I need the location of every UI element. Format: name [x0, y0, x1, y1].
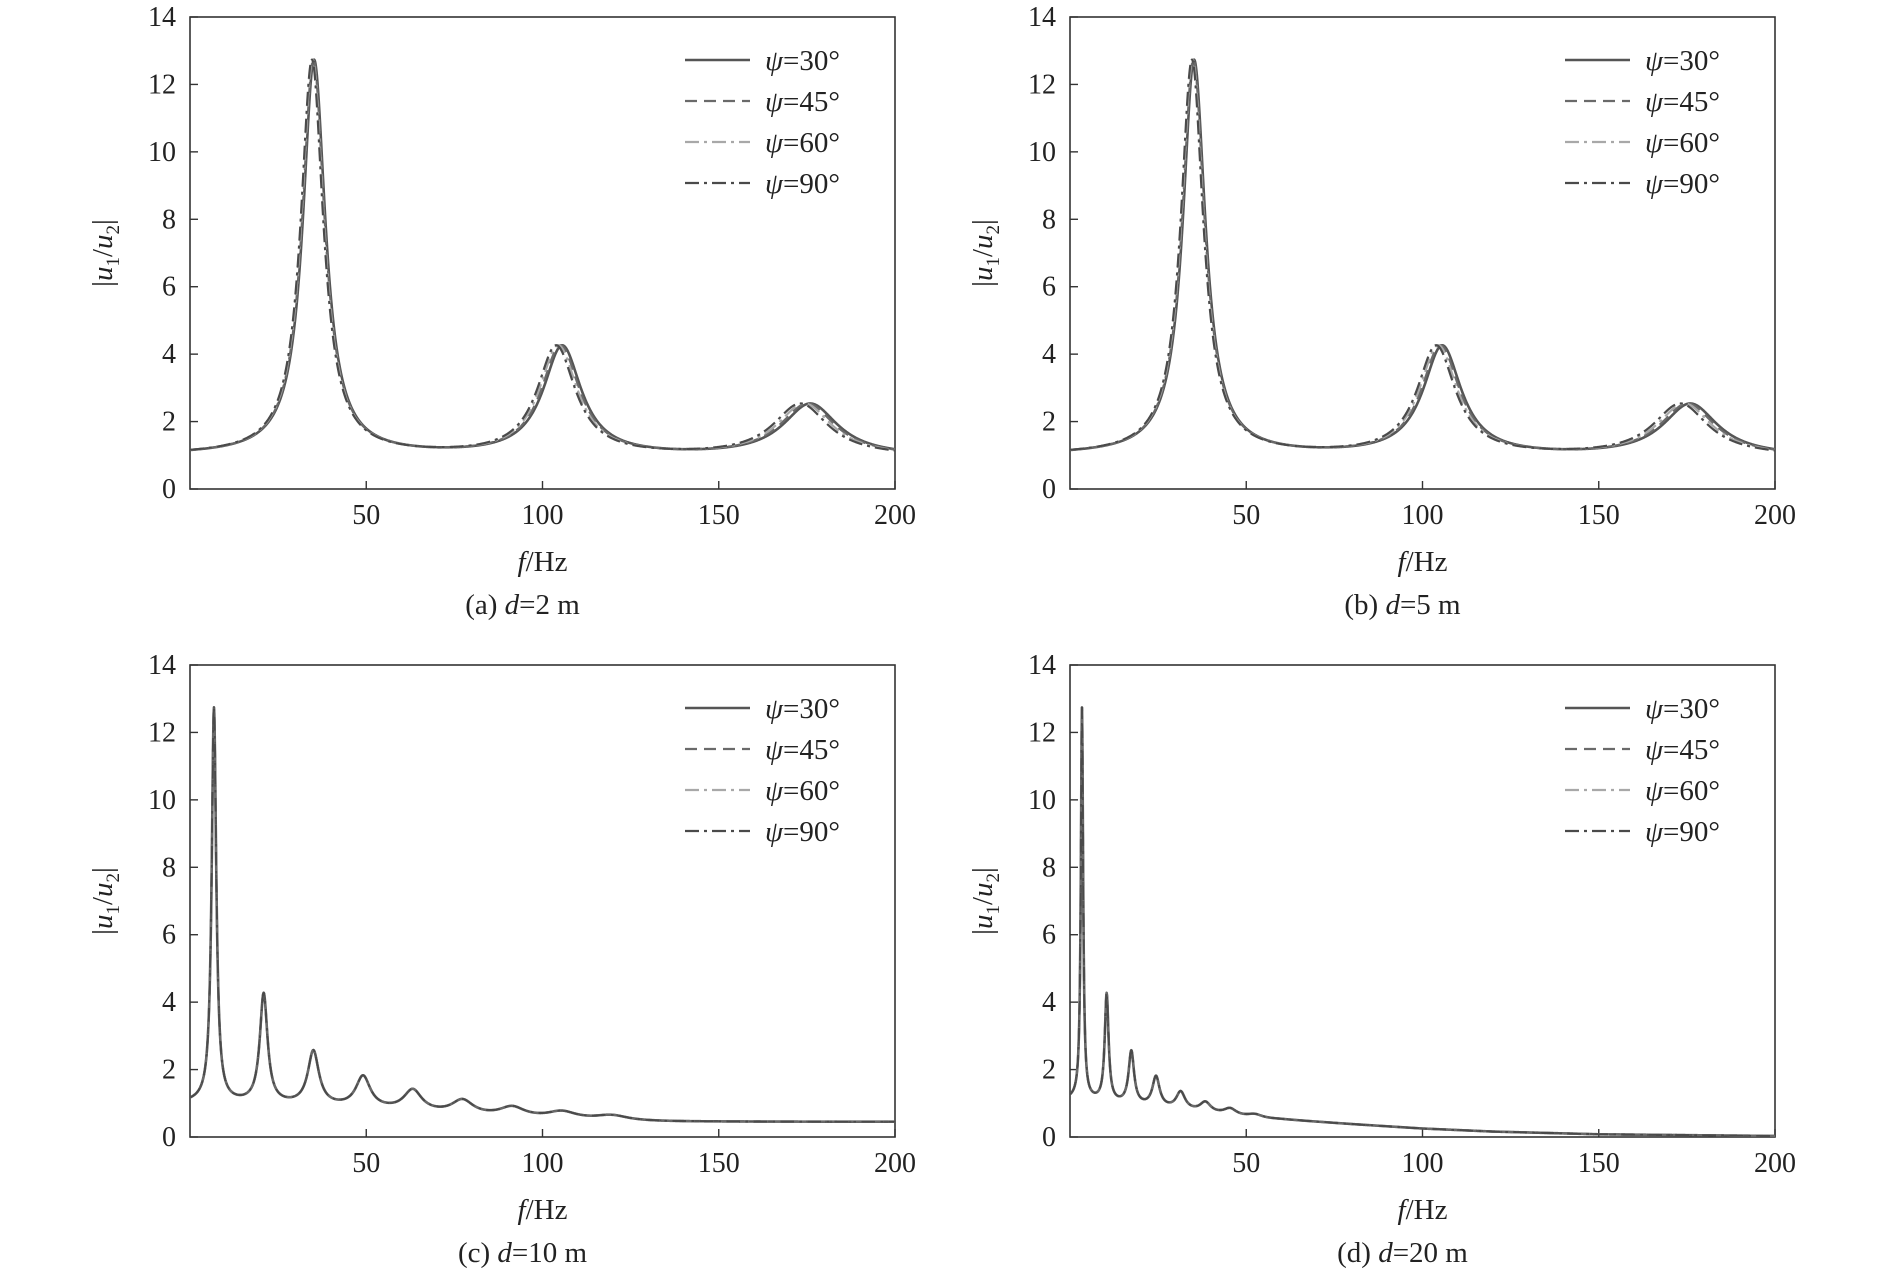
series-line-4	[190, 58, 895, 452]
y-tick-label: 10	[1028, 137, 1056, 168]
y-tick-label: 12	[148, 717, 176, 748]
x-tick-label: 150	[698, 500, 740, 531]
series-line-2	[1070, 706, 1775, 1137]
x-tick-label: 50	[352, 500, 380, 531]
x-axis-label: f/Hz	[1398, 546, 1448, 578]
legend-label-1: ψ=30°	[1645, 693, 1720, 725]
x-tick-label: 100	[522, 500, 564, 531]
legend-label-2: ψ=45°	[1645, 734, 1720, 766]
x-tick-label: 100	[1402, 1148, 1444, 1179]
y-tick-label: 8	[162, 852, 176, 883]
x-tick-label: 200	[1754, 500, 1796, 531]
y-tick-label: 4	[1042, 339, 1056, 370]
y-tick-label: 14	[148, 650, 176, 681]
x-tick-label: 50	[352, 1148, 380, 1179]
y-axis-label: |u1/u2|	[87, 219, 124, 287]
legend-label-4: ψ=90°	[765, 168, 840, 200]
legend-label-2: ψ=45°	[765, 734, 840, 766]
legend-label-2: ψ=45°	[1645, 86, 1720, 118]
legend-label-3: ψ=60°	[1645, 127, 1720, 159]
series-line-4	[1070, 706, 1775, 1137]
y-tick-label: 12	[1028, 717, 1056, 748]
y-tick-label: 2	[162, 1055, 176, 1086]
y-tick-label: 2	[1042, 407, 1056, 438]
x-axis-label: f/Hz	[1398, 1194, 1448, 1226]
y-tick-label: 14	[148, 2, 176, 33]
y-tick-label: 10	[1028, 785, 1056, 816]
x-tick-label: 100	[1402, 500, 1444, 531]
panel-caption: (d) d=20 m	[1337, 1237, 1468, 1269]
panel-caption: (c) d=10 m	[458, 1237, 588, 1269]
legend-label-4: ψ=90°	[1645, 168, 1720, 200]
series-line-3	[1070, 706, 1775, 1137]
y-tick-label: 0	[1042, 474, 1056, 505]
x-tick-label: 150	[698, 1148, 740, 1179]
chart-panel-3: 0 2 4 6 8 10 12 14 50 100 150 200 f/Hz (c) d=10 m |u1/…	[87, 650, 916, 1269]
legend-label-3: ψ=60°	[765, 127, 840, 159]
y-tick-label: 8	[162, 204, 176, 235]
x-tick-label: 200	[874, 1148, 916, 1179]
y-tick-label: 4	[162, 339, 176, 370]
x-tick-label: 100	[522, 1148, 564, 1179]
x-axis-label: f/Hz	[518, 546, 568, 578]
y-tick-label: 8	[1042, 204, 1056, 235]
y-tick-label: 2	[162, 407, 176, 438]
series-line-1	[1070, 706, 1775, 1137]
panel-caption: (b) d=5 m	[1344, 589, 1461, 621]
y-tick-label: 14	[1028, 2, 1056, 33]
y-tick-label: 12	[148, 69, 176, 100]
y-tick-label: 14	[1028, 650, 1056, 681]
legend-label-1: ψ=30°	[1645, 45, 1720, 77]
series-line-1	[190, 706, 895, 1124]
series-line-3	[190, 706, 895, 1123]
panel-caption: (a) d=2 m	[465, 589, 580, 621]
chart-panel-4: 0 2 4 6 8 10 12 14 50 100 150 200 f/Hz (d) d=20 m |u1/…	[967, 650, 1796, 1269]
series-line-4	[1070, 58, 1775, 452]
y-tick-label: 0	[162, 474, 176, 505]
series-line-2	[190, 706, 895, 1123]
legend-label-1: ψ=30°	[765, 693, 840, 725]
y-tick-label: 6	[162, 920, 176, 951]
x-axis-label: f/Hz	[518, 1194, 568, 1226]
y-tick-label: 6	[1042, 272, 1056, 303]
x-tick-label: 50	[1232, 500, 1260, 531]
x-tick-label: 200	[1754, 1148, 1796, 1179]
x-tick-label: 150	[1578, 1148, 1620, 1179]
y-tick-label: 6	[162, 272, 176, 303]
legend-label-3: ψ=60°	[765, 775, 840, 807]
y-tick-label: 2	[1042, 1055, 1056, 1086]
y-tick-label: 12	[1028, 69, 1056, 100]
legend-label-4: ψ=90°	[765, 816, 840, 848]
y-tick-label: 0	[1042, 1122, 1056, 1153]
y-tick-label: 0	[162, 1122, 176, 1153]
y-axis-label: |u1/u2|	[967, 219, 1004, 287]
chart-panel-1: 0 2 4 6 8 10 12 14 50 100 150 200 f/Hz (a) d=2 m |u1/u…	[87, 2, 916, 621]
legend-label-1: ψ=30°	[765, 45, 840, 77]
legend-label-3: ψ=60°	[1645, 775, 1720, 807]
y-tick-label: 8	[1042, 852, 1056, 883]
x-tick-label: 50	[1232, 1148, 1260, 1179]
y-tick-label: 10	[148, 785, 176, 816]
x-tick-label: 200	[874, 500, 916, 531]
y-tick-label: 4	[162, 987, 176, 1018]
x-tick-label: 150	[1578, 500, 1620, 531]
y-tick-label: 10	[148, 137, 176, 168]
series-line-1	[1070, 58, 1775, 452]
legend-label-2: ψ=45°	[765, 86, 840, 118]
y-tick-label: 4	[1042, 987, 1056, 1018]
y-tick-label: 6	[1042, 920, 1056, 951]
series-line-1	[190, 58, 895, 452]
legend-label-4: ψ=90°	[1645, 816, 1720, 848]
series-line-4	[190, 706, 895, 1123]
y-axis-label: |u1/u2|	[967, 867, 1004, 935]
y-axis-label: |u1/u2|	[87, 867, 124, 935]
chart-panel-2: 0 2 4 6 8 10 12 14 50 100 150 200 f/Hz (b) d=5 m |u1/u…	[967, 2, 1796, 621]
